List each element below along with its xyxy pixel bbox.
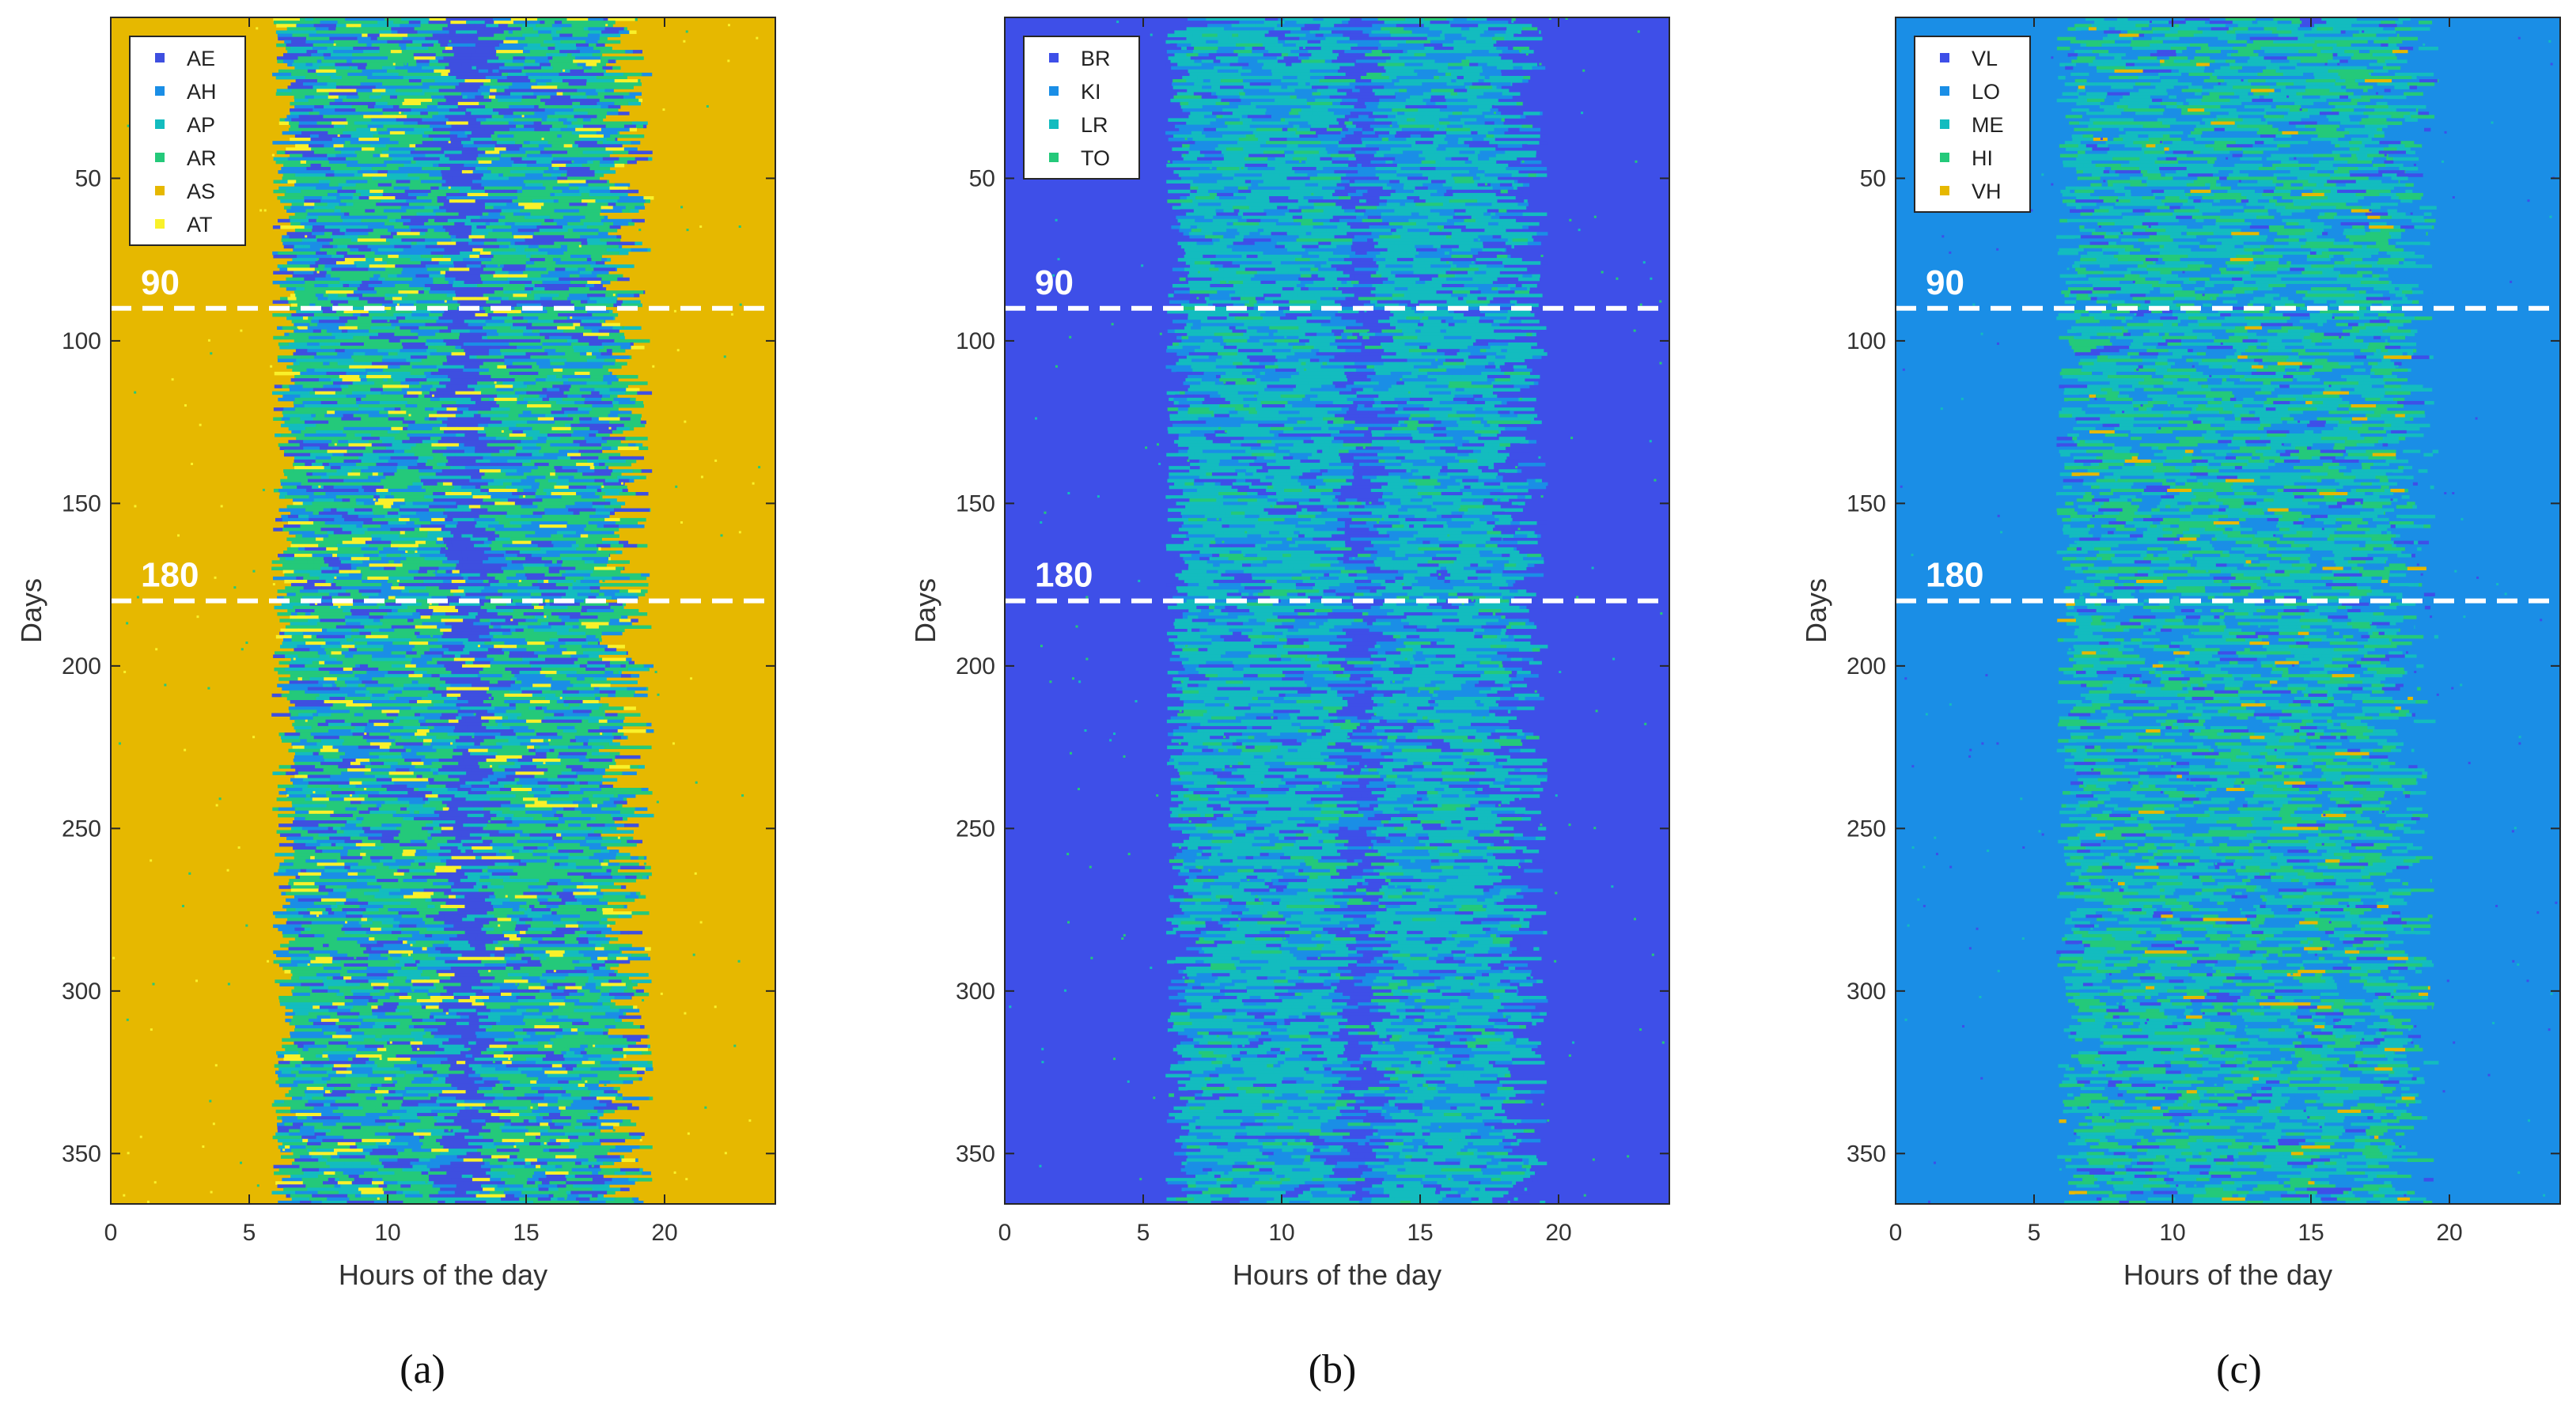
legend-box	[1023, 36, 1140, 180]
x-tick-label: 10	[1268, 1220, 1294, 1246]
legend-box	[129, 36, 246, 246]
legend-label-ki: KI	[1081, 80, 1101, 104]
legend-label-ap: AP	[187, 113, 215, 137]
x-tick-label: 15	[513, 1220, 539, 1246]
panel-caption: (a)	[400, 1347, 445, 1392]
legend-label-ae: AE	[187, 47, 215, 70]
x-tick-label: 20	[2436, 1220, 2462, 1246]
legend-swatch	[155, 186, 165, 195]
legend-swatch	[1049, 53, 1059, 62]
x-tick-label: 10	[374, 1220, 400, 1246]
x-tick-label: 5	[243, 1220, 256, 1246]
x-tick-label: 0	[1889, 1220, 1903, 1246]
heatmap-cells	[1005, 17, 1669, 1204]
legend-label-ah: AH	[187, 80, 217, 104]
x-tick-label: 15	[1407, 1220, 1433, 1246]
x-tick-label: 20	[1545, 1220, 1571, 1246]
y-tick-label: 100	[62, 328, 101, 354]
legend-swatch	[155, 153, 165, 162]
legend: AE AH AP AR AS AT	[129, 36, 246, 246]
x-tick-label: 15	[2298, 1220, 2324, 1246]
legend-swatch	[155, 53, 165, 62]
ref-label-180: 180	[141, 556, 199, 595]
x-axis-label: Hours of the day	[339, 1258, 547, 1291]
panel-2: 90 180 0 5 10 15 20 50 100 150 200 250 300 350 Hours o…	[909, 17, 1670, 1392]
y-tick-label: 250	[1847, 816, 1886, 842]
y-tick-label: 50	[1860, 165, 1886, 191]
legend-swatch	[1940, 153, 1949, 162]
ref-label-90: 90	[141, 263, 180, 302]
axes-frame	[1895, 17, 2561, 1205]
legend-swatch	[1940, 119, 1949, 129]
x-axis-label: Hours of the day	[2123, 1258, 2332, 1291]
y-axis-label: Days	[15, 578, 47, 643]
y-tick-label: 350	[1847, 1141, 1886, 1167]
legend-box	[1914, 36, 2031, 213]
y-tick-label: 150	[1847, 490, 1886, 517]
x-tick-label: 10	[2159, 1220, 2185, 1246]
legend-label-lr: LR	[1081, 113, 1108, 137]
x-tick-label: 20	[651, 1220, 677, 1246]
legend-label-as: AS	[187, 180, 215, 203]
legend-label-me: ME	[1972, 113, 2004, 137]
legend-swatch	[1940, 86, 1949, 96]
legend-swatch	[155, 219, 165, 229]
legend-label-lo: LO	[1972, 80, 2000, 104]
y-tick-label: 350	[62, 1141, 101, 1167]
legend-label-vl: VL	[1972, 47, 1998, 70]
panel-1: 90 180 0 5 10 15 20 50 100 150 200 250 300 350 Hours o…	[15, 17, 776, 1392]
y-tick-label: 200	[62, 653, 101, 679]
legend-swatch	[1940, 53, 1949, 62]
x-axis-label: Hours of the day	[1233, 1258, 1441, 1291]
y-tick-label: 350	[956, 1141, 995, 1167]
axes-frame	[1004, 17, 1670, 1205]
ref-label-180: 180	[1926, 556, 1983, 595]
y-tick-label: 150	[956, 490, 995, 517]
y-tick-label: 50	[75, 165, 101, 191]
x-tick-label: 5	[1137, 1220, 1150, 1246]
ref-label-90: 90	[1035, 263, 1074, 302]
legend-swatch	[155, 86, 165, 96]
legend-label-ar: AR	[187, 146, 217, 170]
y-tick-label: 100	[956, 328, 995, 354]
y-tick-label: 300	[956, 978, 995, 1005]
y-axis-label: Days	[1800, 578, 1832, 643]
y-tick-label: 300	[62, 978, 101, 1005]
legend-label-br: BR	[1081, 47, 1111, 70]
legend-label-vh: VH	[1972, 180, 2002, 203]
y-tick-label: 100	[1847, 328, 1886, 354]
legend: VL LO ME HI VH	[1914, 36, 2031, 213]
y-tick-label: 300	[1847, 978, 1886, 1005]
y-tick-label: 150	[62, 490, 101, 517]
legend-swatch	[155, 119, 165, 129]
x-tick-label: 0	[998, 1220, 1012, 1246]
y-axis-label: Days	[909, 578, 941, 643]
y-tick-label: 250	[956, 816, 995, 842]
legend-label-at: AT	[187, 213, 213, 237]
legend-swatch	[1049, 86, 1059, 96]
y-tick-label: 50	[969, 165, 995, 191]
x-tick-label: 5	[2028, 1220, 2041, 1246]
panel-3: 90 180 0 5 10 15 20 50 100 150 200 250 300 350 Hours o…	[1800, 17, 2561, 1392]
y-tick-label: 250	[62, 816, 101, 842]
x-tick-label: 0	[104, 1220, 118, 1246]
legend-swatch	[1049, 153, 1059, 162]
panel-caption: (c)	[2216, 1347, 2262, 1392]
y-tick-label: 200	[1847, 653, 1886, 679]
ref-label-90: 90	[1926, 263, 1964, 302]
heatmap-cells	[111, 17, 775, 1204]
legend-label-to: TO	[1081, 146, 1110, 170]
ref-label-180: 180	[1035, 556, 1093, 595]
panel-caption: (b)	[1309, 1347, 1357, 1392]
y-tick-label: 200	[956, 653, 995, 679]
legend-swatch	[1049, 119, 1059, 129]
legend: BR KI LR TO	[1023, 36, 1140, 180]
legend-swatch	[1940, 186, 1949, 195]
heatmap-cells	[1896, 17, 2560, 1204]
axes-frame	[110, 17, 776, 1205]
legend-label-hi: HI	[1972, 146, 1993, 170]
